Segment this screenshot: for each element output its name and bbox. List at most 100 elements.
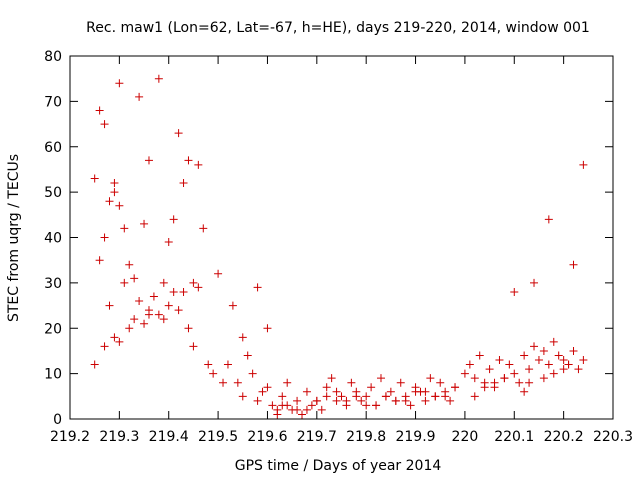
x-tick-label: 220.1 [494, 429, 534, 445]
data-point [500, 374, 509, 383]
data-point [421, 396, 430, 405]
x-tick-label: 219.2 [50, 429, 90, 445]
data-point [253, 283, 262, 292]
data-point [302, 387, 311, 396]
data-point [332, 387, 341, 396]
x-tick-label: 219.6 [247, 429, 287, 445]
data-point [194, 160, 203, 169]
data-point [554, 351, 563, 360]
data-point [110, 188, 119, 197]
data-point [154, 310, 163, 319]
data-point [539, 346, 548, 355]
data-point [544, 360, 553, 369]
data-point [130, 315, 139, 324]
x-axis-title: GPS time / Days of year 2014 [235, 458, 442, 474]
data-point [337, 392, 346, 401]
data-point [307, 401, 316, 410]
data-point [144, 156, 153, 165]
data-point [451, 383, 460, 392]
data-point [386, 387, 395, 396]
data-point [149, 292, 158, 301]
x-tick-label: 220 [452, 429, 479, 445]
data-point [174, 306, 183, 315]
data-point [125, 260, 134, 269]
x-tick-label: 219.7 [297, 429, 337, 445]
data-point [302, 405, 311, 414]
data-point [347, 378, 356, 387]
data-point [530, 278, 539, 287]
data-point [204, 360, 213, 369]
data-point [273, 410, 282, 419]
y-tick-label: 60 [44, 140, 62, 156]
data-point [470, 392, 479, 401]
data-point [539, 374, 548, 383]
data-point [510, 287, 519, 296]
plot-area: 219.2 219.3 219.4 219.5 219.6 219.7 219.8 219.9… [44, 49, 633, 445]
y-tick-label: 80 [44, 49, 62, 65]
data-point [436, 378, 445, 387]
data-point [342, 396, 351, 405]
data-point [258, 387, 267, 396]
y-tick-label: 50 [44, 185, 62, 201]
data-point [110, 179, 119, 188]
y-tick-label: 20 [44, 321, 62, 337]
data-point [485, 365, 494, 374]
data-point [559, 356, 568, 365]
data-point [391, 396, 400, 405]
data-point [174, 129, 183, 138]
data-point [579, 356, 588, 365]
data-point [219, 378, 228, 387]
data-point [362, 392, 371, 401]
data-point [381, 392, 390, 401]
y-tick-label: 30 [44, 276, 62, 292]
data-point [367, 383, 376, 392]
data-point [278, 392, 287, 401]
data-point [214, 269, 223, 278]
data-point [135, 297, 144, 306]
data-point [223, 360, 232, 369]
data-point [135, 92, 144, 101]
data-point [238, 333, 247, 342]
data-point [233, 378, 242, 387]
data-point [475, 351, 484, 360]
data-point [411, 387, 420, 396]
data-point [278, 401, 287, 410]
data-point [564, 360, 573, 369]
data-point [505, 360, 514, 369]
x-tick-label: 219.8 [346, 429, 386, 445]
x-tick-label: 219.4 [149, 429, 189, 445]
x-tick-label: 220.3 [593, 429, 633, 445]
data-point [105, 301, 114, 310]
data-point [534, 356, 543, 365]
data-point [298, 410, 307, 419]
y-tick-label: 0 [53, 412, 62, 428]
data-point [544, 215, 553, 224]
data-point [406, 401, 415, 410]
data-point [164, 238, 173, 247]
data-point [140, 319, 149, 328]
data-point [327, 374, 336, 383]
data-point [199, 224, 208, 233]
data-point [559, 365, 568, 374]
data-point [130, 274, 139, 283]
x-tick-label: 219.5 [198, 429, 238, 445]
data-point [530, 342, 539, 351]
data-point [579, 160, 588, 169]
data-point [357, 396, 366, 405]
x-tick-label: 219.9 [395, 429, 435, 445]
data-point [549, 369, 558, 378]
data-point [159, 278, 168, 287]
data-point [100, 120, 109, 129]
data-point [140, 219, 149, 228]
data-point [446, 396, 455, 405]
data-point [401, 396, 410, 405]
data-point [396, 378, 405, 387]
data-point [154, 74, 163, 83]
series-stec [90, 74, 588, 419]
data-point [293, 396, 302, 405]
data-point [376, 374, 385, 383]
data-point [179, 287, 188, 296]
data-point [263, 324, 272, 333]
data-point [569, 260, 578, 269]
data-point [317, 405, 326, 414]
